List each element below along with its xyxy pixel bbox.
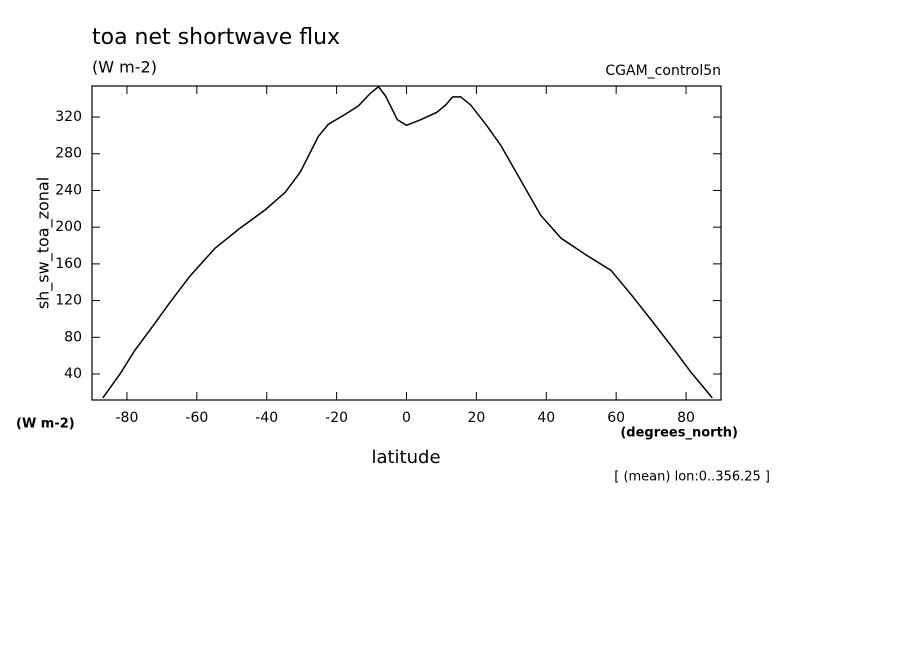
dataset-label: CGAM_control5n xyxy=(605,63,721,79)
y-tick-label: 80 xyxy=(64,329,82,345)
y-tick-label: 120 xyxy=(55,293,82,309)
y-tick-label: 200 xyxy=(55,219,82,235)
x-tick-label: 40 xyxy=(537,410,555,426)
x-tick-label: -40 xyxy=(255,410,278,426)
x-tick-label: 0 xyxy=(402,410,411,426)
x-tick-label: 80 xyxy=(677,410,695,426)
chart-subtitle: (W m-2) xyxy=(92,58,157,77)
y-tick-label: 240 xyxy=(55,182,82,198)
y-tick-label: 160 xyxy=(55,256,82,272)
chart-title: toa net shortwave flux xyxy=(92,25,340,50)
x-tick-label: -80 xyxy=(116,410,139,426)
y-axis-label: sh_sw_toa_zonal xyxy=(34,177,54,309)
y-tick-label: 40 xyxy=(64,366,82,382)
footnote: [ (mean) lon:0..356.25 ] xyxy=(614,470,770,485)
y-tick-label: 320 xyxy=(55,109,82,125)
x-axis-label: latitude xyxy=(371,447,440,468)
x-units: (degrees_north) xyxy=(620,426,738,441)
y-units: (W m-2) xyxy=(16,417,75,432)
x-tick-label: -60 xyxy=(185,410,208,426)
x-tick-label: 20 xyxy=(467,410,485,426)
y-tick-label: 280 xyxy=(55,146,82,162)
data-line xyxy=(102,85,713,399)
x-tick-label: -20 xyxy=(325,410,348,426)
x-tick-label: 60 xyxy=(607,410,625,426)
